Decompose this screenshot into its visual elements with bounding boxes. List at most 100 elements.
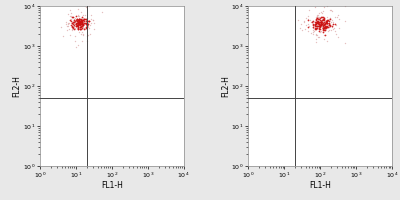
Point [74,26,81,29]
Point [318,22,324,25]
Point [76,22,83,25]
Point [314,26,321,29]
Point [316,21,323,24]
Point [317,24,323,28]
Point [71,21,78,24]
Point [74,7,81,10]
Point [327,24,333,27]
Point [309,20,315,23]
Point [321,15,327,18]
Point [304,14,311,17]
Point [316,25,323,28]
Point [330,27,336,30]
Point [78,20,85,23]
Point [76,22,82,25]
Point [318,23,324,27]
Point [65,22,72,25]
Point [325,23,332,26]
Point [76,21,82,24]
Point [309,27,316,30]
Point [72,19,78,22]
Point [318,29,324,32]
Point [314,21,320,24]
Point [82,18,89,21]
Point [324,4,330,8]
Point [80,17,86,20]
Point [90,27,97,30]
Point [321,22,327,25]
Point [87,17,94,20]
Point [318,23,324,26]
Point [84,23,91,26]
Point [319,19,326,22]
Point [312,21,319,24]
Point [79,26,85,29]
Point [78,11,84,14]
Point [65,21,71,25]
Point [84,24,90,27]
Point [314,24,321,27]
Point [316,29,322,32]
Point [310,25,316,28]
Point [68,17,74,21]
Point [74,18,80,21]
Point [75,22,82,25]
Point [317,24,323,27]
Point [78,22,84,25]
Point [319,26,326,29]
Point [325,29,331,32]
Point [70,19,77,23]
Point [76,22,82,25]
Point [73,17,79,20]
Point [327,17,334,20]
Point [311,24,317,27]
Point [307,18,314,22]
Point [79,16,86,19]
Point [315,19,322,22]
Point [72,22,79,25]
Point [76,27,82,30]
Point [66,9,73,12]
Point [73,18,80,21]
Point [324,21,330,24]
Point [75,22,81,25]
Point [313,27,319,30]
Point [298,22,304,25]
Point [67,33,74,37]
Point [328,9,334,12]
Point [86,4,92,8]
Point [312,22,318,25]
Point [313,20,320,23]
Point [74,19,81,22]
Point [76,27,83,30]
Point [335,13,341,17]
Point [309,23,316,26]
Point [324,24,331,27]
Point [77,17,84,20]
Point [333,24,339,27]
Point [84,27,90,31]
Point [82,18,89,22]
Point [310,33,316,36]
Point [82,25,89,29]
Point [318,16,325,19]
Point [70,24,77,28]
Point [312,20,318,24]
Point [81,27,88,31]
Point [71,17,78,20]
Point [303,16,309,19]
Point [318,18,324,22]
Point [75,22,81,25]
Point [66,27,72,30]
Point [68,24,74,27]
Point [324,25,331,28]
Point [77,20,83,23]
Point [309,23,316,26]
Point [76,18,82,21]
Point [320,26,326,29]
Point [323,18,330,22]
Point [320,29,327,32]
Point [79,22,86,25]
Point [320,25,327,28]
Point [82,21,89,25]
